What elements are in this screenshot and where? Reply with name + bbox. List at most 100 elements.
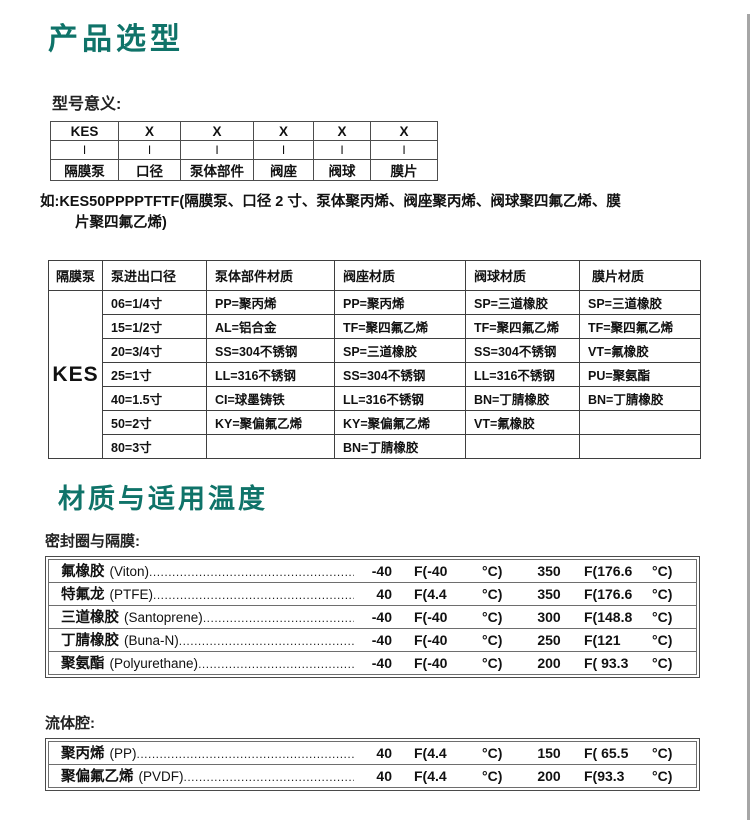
model-part-label: 口径 bbox=[118, 159, 181, 181]
dot-leader: ........................................… bbox=[178, 634, 354, 648]
cell: AL=铝合金 bbox=[206, 314, 335, 339]
dot-leader: ........................................… bbox=[198, 657, 354, 671]
cell: LL=316不锈钢 bbox=[334, 386, 466, 411]
model-code-row: KES X X X X X bbox=[50, 121, 438, 141]
cell: 25=1寸 bbox=[102, 362, 207, 387]
min-temp-f: 40 bbox=[376, 745, 392, 761]
max-temp-c: F(121 bbox=[584, 632, 621, 648]
min-temp-c: F(4.4 bbox=[414, 768, 447, 784]
fluid-chamber-label: 流体腔: bbox=[45, 715, 95, 732]
celsius-unit: °C) bbox=[652, 768, 673, 784]
min-temp-c: F(4.4 bbox=[414, 586, 447, 602]
cell: 15=1/2寸 bbox=[102, 314, 207, 339]
temp-row: 丁腈橡胶 (Buna-N) ..........................… bbox=[48, 628, 697, 652]
min-temp-c: F(4.4 bbox=[414, 745, 447, 761]
cell: SP=三道橡胶 bbox=[579, 290, 701, 315]
model-label-row: 隔膜泵 口径 泵体部件 阀座 阀球 膜片 bbox=[50, 159, 438, 181]
cell: LL=316不锈钢 bbox=[206, 362, 335, 387]
cell: SP=三道橡胶 bbox=[334, 338, 466, 363]
model-part-label: 膜片 bbox=[370, 159, 438, 181]
connector-bar: I bbox=[253, 140, 314, 160]
cell: PP=聚丙烯 bbox=[206, 290, 335, 315]
cell: 40=1.5寸 bbox=[102, 386, 207, 411]
model-code-cell: X bbox=[180, 121, 254, 141]
cell: SP=三道橡胶 bbox=[465, 290, 580, 315]
material-name-en: (Santoprene) bbox=[124, 610, 203, 625]
dot-leader: ........................................… bbox=[183, 770, 355, 784]
cell: VT=氟橡胶 bbox=[579, 338, 701, 363]
model-meaning-label: 型号意义: bbox=[52, 96, 122, 113]
temp-row: 特氟龙 (PTFE) .............................… bbox=[48, 582, 697, 606]
max-temp-f: 300 bbox=[537, 609, 561, 625]
temp-row: 聚丙烯 (PP) ...............................… bbox=[48, 741, 697, 765]
series-code-cell: KES bbox=[48, 290, 103, 459]
model-bar-row: I I I I I I bbox=[50, 140, 438, 160]
material-name-en: (Viton) bbox=[109, 564, 150, 579]
min-temp-c: F(-40 bbox=[414, 632, 448, 648]
seal-diaphragm-label: 密封圈与隔膜: bbox=[45, 533, 140, 550]
column-header: 泵体部件材质 bbox=[206, 260, 335, 291]
dot-leader: ........................................… bbox=[153, 588, 354, 602]
model-code-cell: X bbox=[313, 121, 371, 141]
celsius-unit: °C) bbox=[482, 768, 503, 784]
table-row: 40=1.5寸 CI=球墨铸铁 LL=316不锈钢 BN=丁腈橡胶 BN=丁腈橡… bbox=[49, 386, 701, 411]
model-code-cell: X bbox=[253, 121, 314, 141]
material-name-zh: 氟橡胶 bbox=[61, 564, 105, 580]
celsius-unit: °C) bbox=[482, 632, 503, 648]
table-row: KES 06=1/4寸 PP=聚丙烯 PP=聚丙烯 SP=三道橡胶 SP=三道橡… bbox=[48, 290, 701, 459]
material-name-en: (PTFE) bbox=[109, 587, 154, 602]
max-temp-f: 200 bbox=[537, 655, 561, 671]
cell: VT=氟橡胶 bbox=[465, 410, 580, 435]
cell: PP=聚丙烯 bbox=[334, 290, 466, 315]
connector-bar: I bbox=[50, 140, 119, 160]
celsius-unit: °C) bbox=[652, 745, 673, 761]
table-row: 25=1寸 LL=316不锈钢 SS=304不锈钢 LL=316不锈钢 PU=聚… bbox=[49, 362, 701, 387]
celsius-unit: °C) bbox=[482, 563, 503, 579]
celsius-unit: °C) bbox=[482, 586, 503, 602]
celsius-unit: °C) bbox=[652, 563, 673, 579]
table-row: 15=1/2寸 AL=铝合金 TF=聚四氟乙烯 TF=聚四氟乙烯 TF=聚四氟乙… bbox=[49, 314, 701, 339]
material-name-zh: 三道橡胶 bbox=[61, 610, 119, 626]
celsius-unit: °C) bbox=[652, 586, 673, 602]
celsius-unit: °C) bbox=[482, 655, 503, 671]
cell: SS=304不锈钢 bbox=[465, 338, 580, 363]
material-name-en: (PP) bbox=[109, 746, 137, 761]
cell: 06=1/4寸 bbox=[102, 290, 207, 315]
connector-bar: I bbox=[370, 140, 438, 160]
min-temp-f: -40 bbox=[371, 655, 392, 671]
cell: KY=聚偏氟乙烯 bbox=[206, 410, 335, 435]
dot-leader: ........................................… bbox=[149, 565, 354, 579]
dot-leader: ........................................… bbox=[202, 611, 354, 625]
cell bbox=[579, 434, 701, 459]
example-line: 如:KES50PPPPTFTF(隔膜泵、口径 2 寸、泵体聚丙烯、阀座聚丙烯、阀… bbox=[40, 194, 621, 210]
cell: 80=3寸 bbox=[102, 434, 207, 459]
page-title: 产品选型 bbox=[48, 23, 184, 56]
material-name-zh: 聚氨酯 bbox=[61, 656, 105, 672]
celsius-unit: °C) bbox=[482, 745, 503, 761]
cell: TF=聚四氟乙烯 bbox=[465, 314, 580, 339]
fluid-temperature-table: 聚丙烯 (PP) ...............................… bbox=[45, 738, 700, 791]
cell: BN=丁腈橡胶 bbox=[334, 434, 466, 459]
min-temp-c: F(-40 bbox=[414, 563, 448, 579]
column-header: 阀球材质 bbox=[465, 260, 580, 291]
min-temp-c: F(-40 bbox=[414, 609, 448, 625]
max-temp-f: 150 bbox=[537, 745, 561, 761]
cell bbox=[206, 434, 335, 459]
model-part-label: 隔膜泵 bbox=[50, 159, 119, 181]
model-code-cell: X bbox=[118, 121, 181, 141]
model-part-label: 阀球 bbox=[313, 159, 371, 181]
page-scroll-edge[interactable] bbox=[747, 14, 750, 820]
material-name-en: (Buna-N) bbox=[124, 633, 179, 648]
temp-row: 聚氨酯 (Polyurethane) .....................… bbox=[48, 651, 697, 675]
celsius-unit: °C) bbox=[652, 609, 673, 625]
connector-bar: I bbox=[180, 140, 254, 160]
max-temp-c: F(176.6 bbox=[584, 586, 633, 602]
column-header: 隔膜泵 bbox=[48, 260, 103, 291]
min-temp-f: -40 bbox=[371, 563, 392, 579]
table-row: 20=3/4寸 SS=304不锈钢 SP=三道橡胶 SS=304不锈钢 VT=氟… bbox=[49, 338, 701, 363]
max-temp-f: 350 bbox=[537, 563, 561, 579]
model-code-cell: KES bbox=[50, 121, 119, 141]
max-temp-c: F(148.8 bbox=[584, 609, 633, 625]
cell: SS=304不锈钢 bbox=[334, 362, 466, 387]
min-temp-f: 40 bbox=[376, 586, 392, 602]
